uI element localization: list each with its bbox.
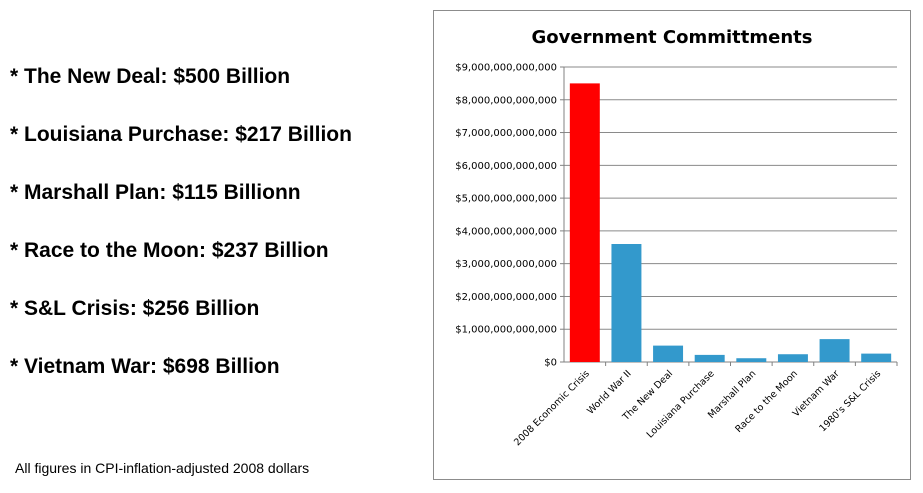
bar xyxy=(819,339,850,362)
bullet-list: * The New Deal: $500 Billion * Louisiana… xyxy=(10,60,352,408)
y-tick-label: $5,000,000,000,000 xyxy=(455,194,557,205)
bullet-item: * Race to the Moon: $237 Billion xyxy=(10,239,329,262)
bar xyxy=(777,354,808,362)
bar-layer xyxy=(569,83,892,362)
bar xyxy=(569,83,600,362)
bullet-item: * Vietnam War: $698 Billion xyxy=(10,355,280,378)
bar xyxy=(611,244,642,362)
bar xyxy=(694,354,725,362)
y-tick-label: $1,000,000,000,000 xyxy=(455,325,557,336)
bar-chart: Government Committments $0 $1,000,000,000… xyxy=(455,27,898,448)
y-axis: $0 $1,000,000,000,000 $2,000,000,000,000 $3… xyxy=(455,63,565,369)
chart-title: Government Committments xyxy=(532,27,813,48)
bar xyxy=(736,358,767,362)
chart-frame: Government Committments $0 $1,000,000,000… xyxy=(433,10,911,480)
bullet-item: * S&L Crisis: $256 Billion xyxy=(10,297,260,320)
y-tick-label: $0 xyxy=(544,358,557,369)
bar xyxy=(861,353,892,362)
bullet-item: * The New Deal: $500 Billion xyxy=(10,65,291,88)
y-tick-label: $7,000,000,000,000 xyxy=(455,128,557,139)
y-tick-label: $3,000,000,000,000 xyxy=(455,259,557,270)
bullet-item: * Marshall Plan: $115 Billionn xyxy=(10,181,301,204)
y-tick-label: $8,000,000,000,000 xyxy=(455,95,557,106)
footnote: All figures in CPI-inflation-adjusted 20… xyxy=(15,460,310,476)
y-tick-label: $6,000,000,000,000 xyxy=(455,161,557,172)
y-tick-label: $9,000,000,000,000 xyxy=(455,63,557,74)
bar xyxy=(653,345,684,362)
y-tick-label: $4,000,000,000,000 xyxy=(455,226,557,237)
x-tick-label: 2008 Economic Crisis xyxy=(512,368,592,448)
y-tick-label: $2,000,000,000,000 xyxy=(455,292,557,303)
bullet-item: * Louisiana Purchase: $217 Billion xyxy=(10,123,352,146)
